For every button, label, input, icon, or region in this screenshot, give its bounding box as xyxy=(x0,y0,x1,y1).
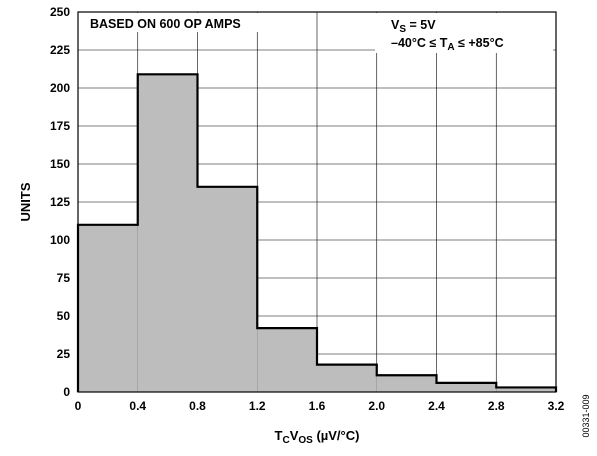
x-tick-label: 1.6 xyxy=(309,399,326,413)
conditions-annotation-box xyxy=(375,13,553,53)
x-tick-label: 0.8 xyxy=(189,399,206,413)
y-tick-label: 125 xyxy=(50,195,70,209)
bars xyxy=(76,73,558,392)
histogram-bar xyxy=(436,382,497,392)
histogram-bar xyxy=(376,375,437,392)
plot-frame xyxy=(77,11,557,393)
sample-annotation-box xyxy=(83,13,291,32)
histogram-outline xyxy=(76,73,558,392)
supply-annotation: VS = 5V xyxy=(391,18,436,35)
x-tick-label: 2.0 xyxy=(368,399,385,413)
y-tick-label: 225 xyxy=(50,43,70,57)
y-tick-label: 250 xyxy=(50,5,70,19)
x-tick-label: 1.2 xyxy=(249,399,266,413)
y-tick-label: 200 xyxy=(50,81,70,95)
figure-id: 00331-009 xyxy=(581,394,591,437)
y-tick-label: 0 xyxy=(63,385,70,399)
histogram-bar xyxy=(78,224,138,392)
sample-annotation: BASED ON 600 OP AMPS xyxy=(90,17,241,31)
histogram-bar xyxy=(317,364,377,392)
y-tick-label: 175 xyxy=(50,119,70,133)
y-axis-label: UNITS xyxy=(18,182,33,221)
x-tick-label: 3.2 xyxy=(548,399,565,413)
x-tick-label: 0.4 xyxy=(129,399,146,413)
histogram-bar xyxy=(197,186,258,392)
temperature-annotation: –40°C ≤ TA ≤ +85°C xyxy=(391,36,504,53)
y-tick-label: 100 xyxy=(50,233,70,247)
histogram-bar xyxy=(496,387,556,392)
histogram-bar xyxy=(257,328,317,392)
x-axis-label: TCVOS (µV/°C) xyxy=(275,428,360,446)
y-tick-label: 50 xyxy=(57,309,71,323)
histogram-bar xyxy=(137,74,198,392)
y-tick-label: 25 xyxy=(57,347,71,361)
y-tick-label: 75 xyxy=(57,271,71,285)
x-tick-label: 0 xyxy=(75,399,82,413)
x-tick-labels: 0 0.4 0.8 1.2 1.6 2.0 2.4 2.8 3.2 xyxy=(75,399,565,413)
y-tick-labels: 0 25 50 75 100 125 150 175 200 225 250 xyxy=(50,5,70,399)
x-tick-label: 2.8 xyxy=(488,399,505,413)
y-tick-label: 150 xyxy=(50,157,70,171)
x-tick-label: 2.4 xyxy=(428,399,445,413)
